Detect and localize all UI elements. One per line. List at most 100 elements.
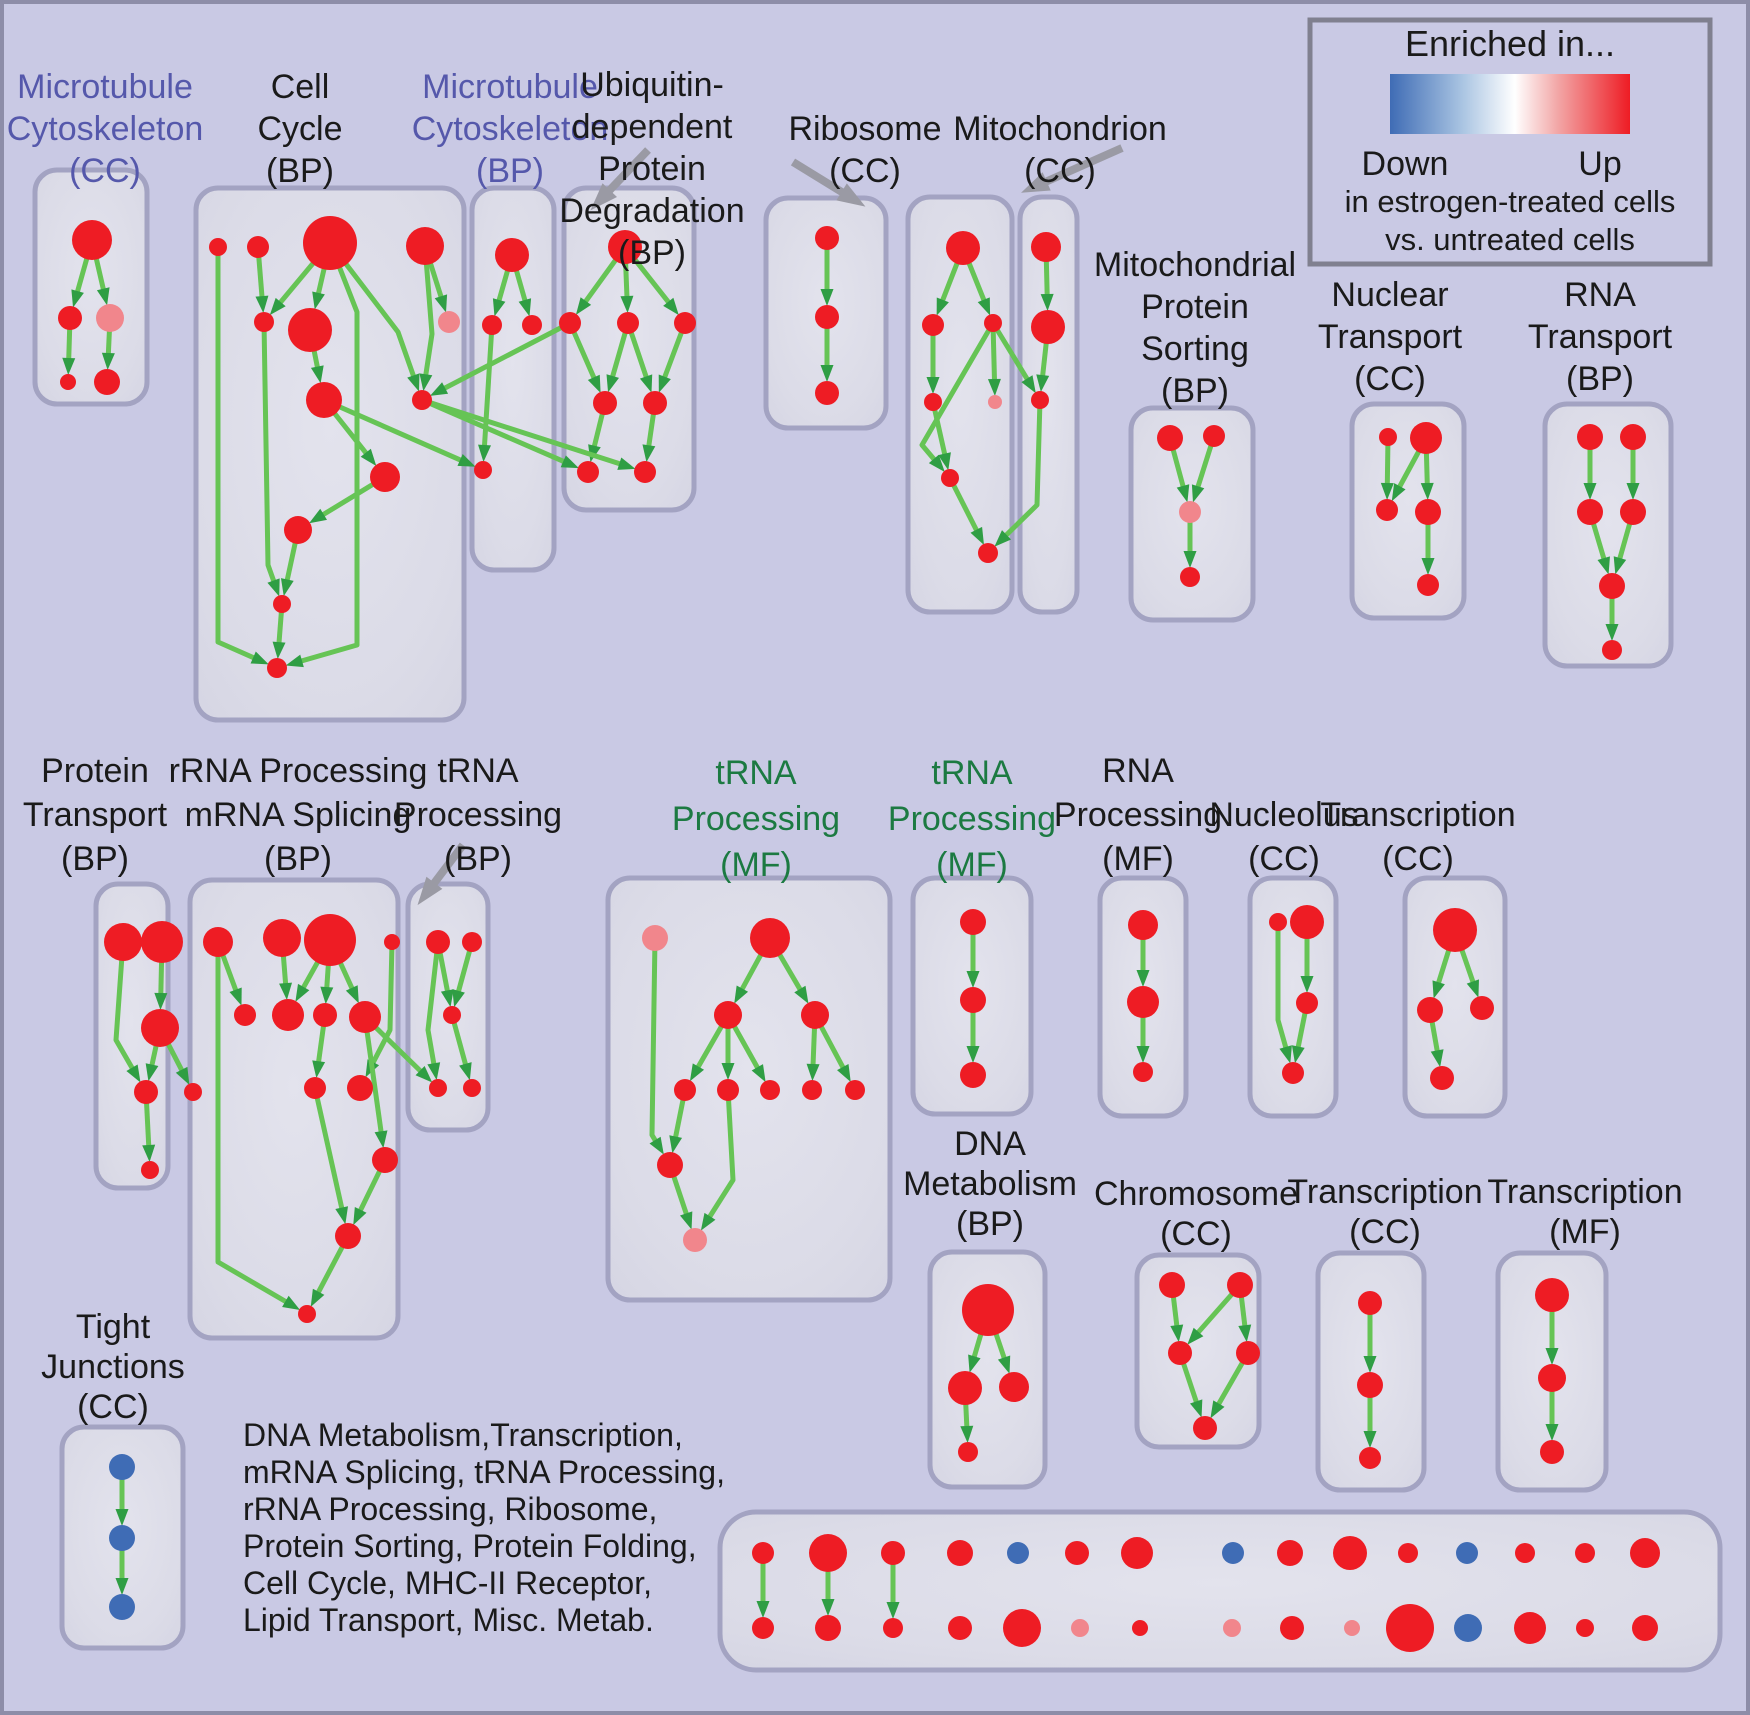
- go-term-node-ubiquitin-degradation-bp-small: [815, 305, 839, 329]
- go-term-node-rrna-processing-mrna-splicing-bp: [372, 1147, 398, 1173]
- go-term-node-microtubule-cytoskeleton-cc: [58, 306, 82, 330]
- go-term-node-transcription-cc-bottom: [1357, 1372, 1383, 1398]
- cluster-labels-layer: Microtubule Cytoskeleton (CC) Cell Cycle (BP)…: [7, 66, 1683, 1426]
- go-term-node-dna-metabolism-bp: [958, 1442, 978, 1462]
- go-term-node-rna-processing-mf: [1127, 986, 1159, 1018]
- cluster-label-ubiquitin-degradation-bp-main: Degradation: [559, 192, 744, 230]
- annotation-arrow: [590, 147, 651, 211]
- go-term-node-microtubule-cytoskeleton-bp: [474, 461, 492, 479]
- go-term-node-nucleolus-cc: [1290, 905, 1324, 939]
- cluster-box-nucleolus-cc: [1247, 875, 1339, 1119]
- hierarchy-edge: [987, 322, 1001, 396]
- cluster-label-rrna-processing-mrna-splicing-bp: rRNA Processing: [169, 752, 428, 790]
- go-term-node-trna-processing-mf-large: [717, 1079, 739, 1101]
- go-term-node-transcription-cc-bottom: [1358, 1291, 1382, 1315]
- go-term-node-nucleolus-cc: [1269, 913, 1287, 931]
- go-term-node-ribosome-cc: [922, 314, 944, 336]
- go-term-node-nuclear-transport-cc: [1410, 422, 1442, 454]
- cluster-label-cell-cycle-bp: (BP): [266, 152, 334, 190]
- go-term-node-misc-clusters: [1398, 1543, 1418, 1563]
- go-term-node-cell-cycle-bp: [273, 595, 291, 613]
- go-term-node-trna-processing-mf-small: [960, 987, 986, 1013]
- go-term-node-trna-processing-mf-large: [657, 1152, 683, 1178]
- go-term-node-transcription-cc-mid: [1470, 996, 1494, 1020]
- go-term-node-mitochondrial-protein-sorting-bp: [1203, 425, 1225, 447]
- go-term-node-misc-clusters: [1003, 1609, 1041, 1647]
- go-term-node-nucleolus-cc: [1296, 992, 1318, 1014]
- go-term-node-misc-clusters: [1454, 1614, 1482, 1642]
- go-term-node-transcription-cc-mid: [1430, 1066, 1454, 1090]
- go-term-node-ubiquitin-degradation-bp-main: [559, 312, 581, 334]
- cluster-label-rna-processing-mf: (MF): [1102, 840, 1174, 878]
- go-term-node-rna-transport-bp: [1602, 640, 1622, 660]
- cluster-label-tight-junctions-cc: Junctions: [41, 1348, 185, 1386]
- go-term-node-misc-clusters: [815, 1615, 841, 1641]
- go-term-node-transcription-mf: [1535, 1278, 1569, 1312]
- go-term-node-rrna-processing-mrna-splicing-bp: [272, 999, 304, 1031]
- go-term-node-misc-clusters: [1630, 1538, 1660, 1568]
- go-term-node-transcription-mf: [1540, 1440, 1564, 1464]
- cluster-label-transcription-mf: (MF): [1549, 1213, 1621, 1251]
- go-term-node-misc-clusters: [1632, 1615, 1658, 1641]
- hierarchy-edge: [649, 937, 664, 1155]
- go-term-node-cell-cycle-bp: [406, 227, 444, 265]
- go-term-node-trna-processing-mf-large: [760, 1080, 780, 1100]
- go-term-node-misc-clusters: [1007, 1542, 1029, 1564]
- cluster-label-transcription-cc-bottom: (CC): [1349, 1213, 1421, 1251]
- go-term-node-nuclear-transport-cc: [1379, 428, 1397, 446]
- cluster-box-dna-metabolism-bp: [927, 1249, 1048, 1490]
- cluster-label-rna-processing-mf: Processing: [1054, 796, 1222, 834]
- go-term-node-mitochondrion-cc: [1031, 232, 1061, 262]
- go-term-node-rrna-processing-mrna-splicing-bp: [263, 919, 301, 957]
- go-term-node-misc-clusters: [881, 1541, 905, 1565]
- go-term-node-cell-cycle-bp: [303, 216, 357, 270]
- go-term-node-trna-processing-mf-large: [845, 1080, 865, 1100]
- hierarchy-edge: [365, 941, 395, 1078]
- cluster-label-microtubule-cytoskeleton-cc: Microtubule: [17, 68, 193, 106]
- cluster-label-ubiquitin-degradation-bp-main: dependent: [572, 108, 733, 146]
- go-term-node-rrna-processing-mrna-splicing-bp: [335, 1223, 361, 1249]
- cluster-label-rna-processing-mf: RNA: [1102, 752, 1174, 790]
- cluster-box-misc-clusters: [717, 1509, 1723, 1673]
- cluster-label-protein-transport-bp: Protein: [41, 752, 149, 790]
- go-term-node-misc-clusters: [1223, 1619, 1241, 1637]
- go-term-node-misc-clusters: [1344, 1620, 1360, 1636]
- go-term-node-ubiquitin-degradation-bp-main: [674, 312, 696, 334]
- go-term-node-rrna-processing-mrna-splicing-bp: [298, 1305, 316, 1323]
- go-term-node-transcription-mf: [1538, 1364, 1566, 1392]
- legend-box: [1307, 17, 1713, 267]
- note-text-line: Cell Cycle, MHC-II Receptor,: [243, 1565, 652, 1601]
- go-term-node-ubiquitin-degradation-bp-main: [593, 391, 617, 415]
- cluster-label-tight-junctions-cc: Tight: [76, 1308, 151, 1346]
- go-term-node-ubiquitin-degradation-bp-main: [643, 391, 667, 415]
- cluster-label-nuclear-transport-cc: Transport: [1318, 318, 1463, 356]
- legend-subtitle-1: in estrogen-treated cells: [1345, 184, 1676, 219]
- go-term-node-protein-transport-bp: [104, 923, 142, 961]
- go-term-node-cell-cycle-bp: [412, 390, 432, 410]
- go-term-node-misc-clusters: [1386, 1604, 1434, 1652]
- go-term-node-microtubule-cytoskeleton-cc: [60, 374, 76, 390]
- hierarchy-edge: [919, 321, 996, 472]
- cluster-label-mitochondrial-protein-sorting-bp: Sorting: [1141, 330, 1249, 368]
- go-term-node-trna-processing-mf-small: [960, 909, 986, 935]
- go-term-node-rna-processing-mf: [1128, 910, 1158, 940]
- go-term-node-ubiquitin-degradation-bp-main: [634, 461, 656, 483]
- go-term-node-rrna-processing-mrna-splicing-bp: [313, 1003, 337, 1027]
- hierarchy-edge: [700, 1089, 736, 1231]
- go-term-node-transcription-cc-mid: [1417, 997, 1443, 1023]
- cluster-label-microtubule-cytoskeleton-bp: Cytoskeleton: [412, 110, 609, 148]
- hierarchy-edge: [947, 476, 984, 545]
- go-term-node-trna-processing-bp: [426, 930, 450, 954]
- go-term-node-transcription-cc-bottom: [1359, 1447, 1381, 1469]
- go-term-node-misc-clusters: [1065, 1541, 1089, 1565]
- cluster-label-trna-processing-bp: Processing: [394, 796, 562, 834]
- go-term-node-trna-processing-mf-large: [801, 1001, 829, 1029]
- go-term-node-ubiquitin-degradation-bp-small: [815, 381, 839, 405]
- go-term-node-misc-clusters: [752, 1617, 774, 1639]
- cluster-label-ubiquitin-degradation-bp-main: Ubiquitin-: [580, 66, 724, 104]
- go-term-node-misc-clusters: [1333, 1536, 1367, 1570]
- go-term-node-misc-clusters: [1576, 1619, 1594, 1637]
- go-term-node-trna-processing-mf-large: [714, 1001, 742, 1029]
- cluster-label-dna-metabolism-bp: Metabolism: [903, 1165, 1077, 1203]
